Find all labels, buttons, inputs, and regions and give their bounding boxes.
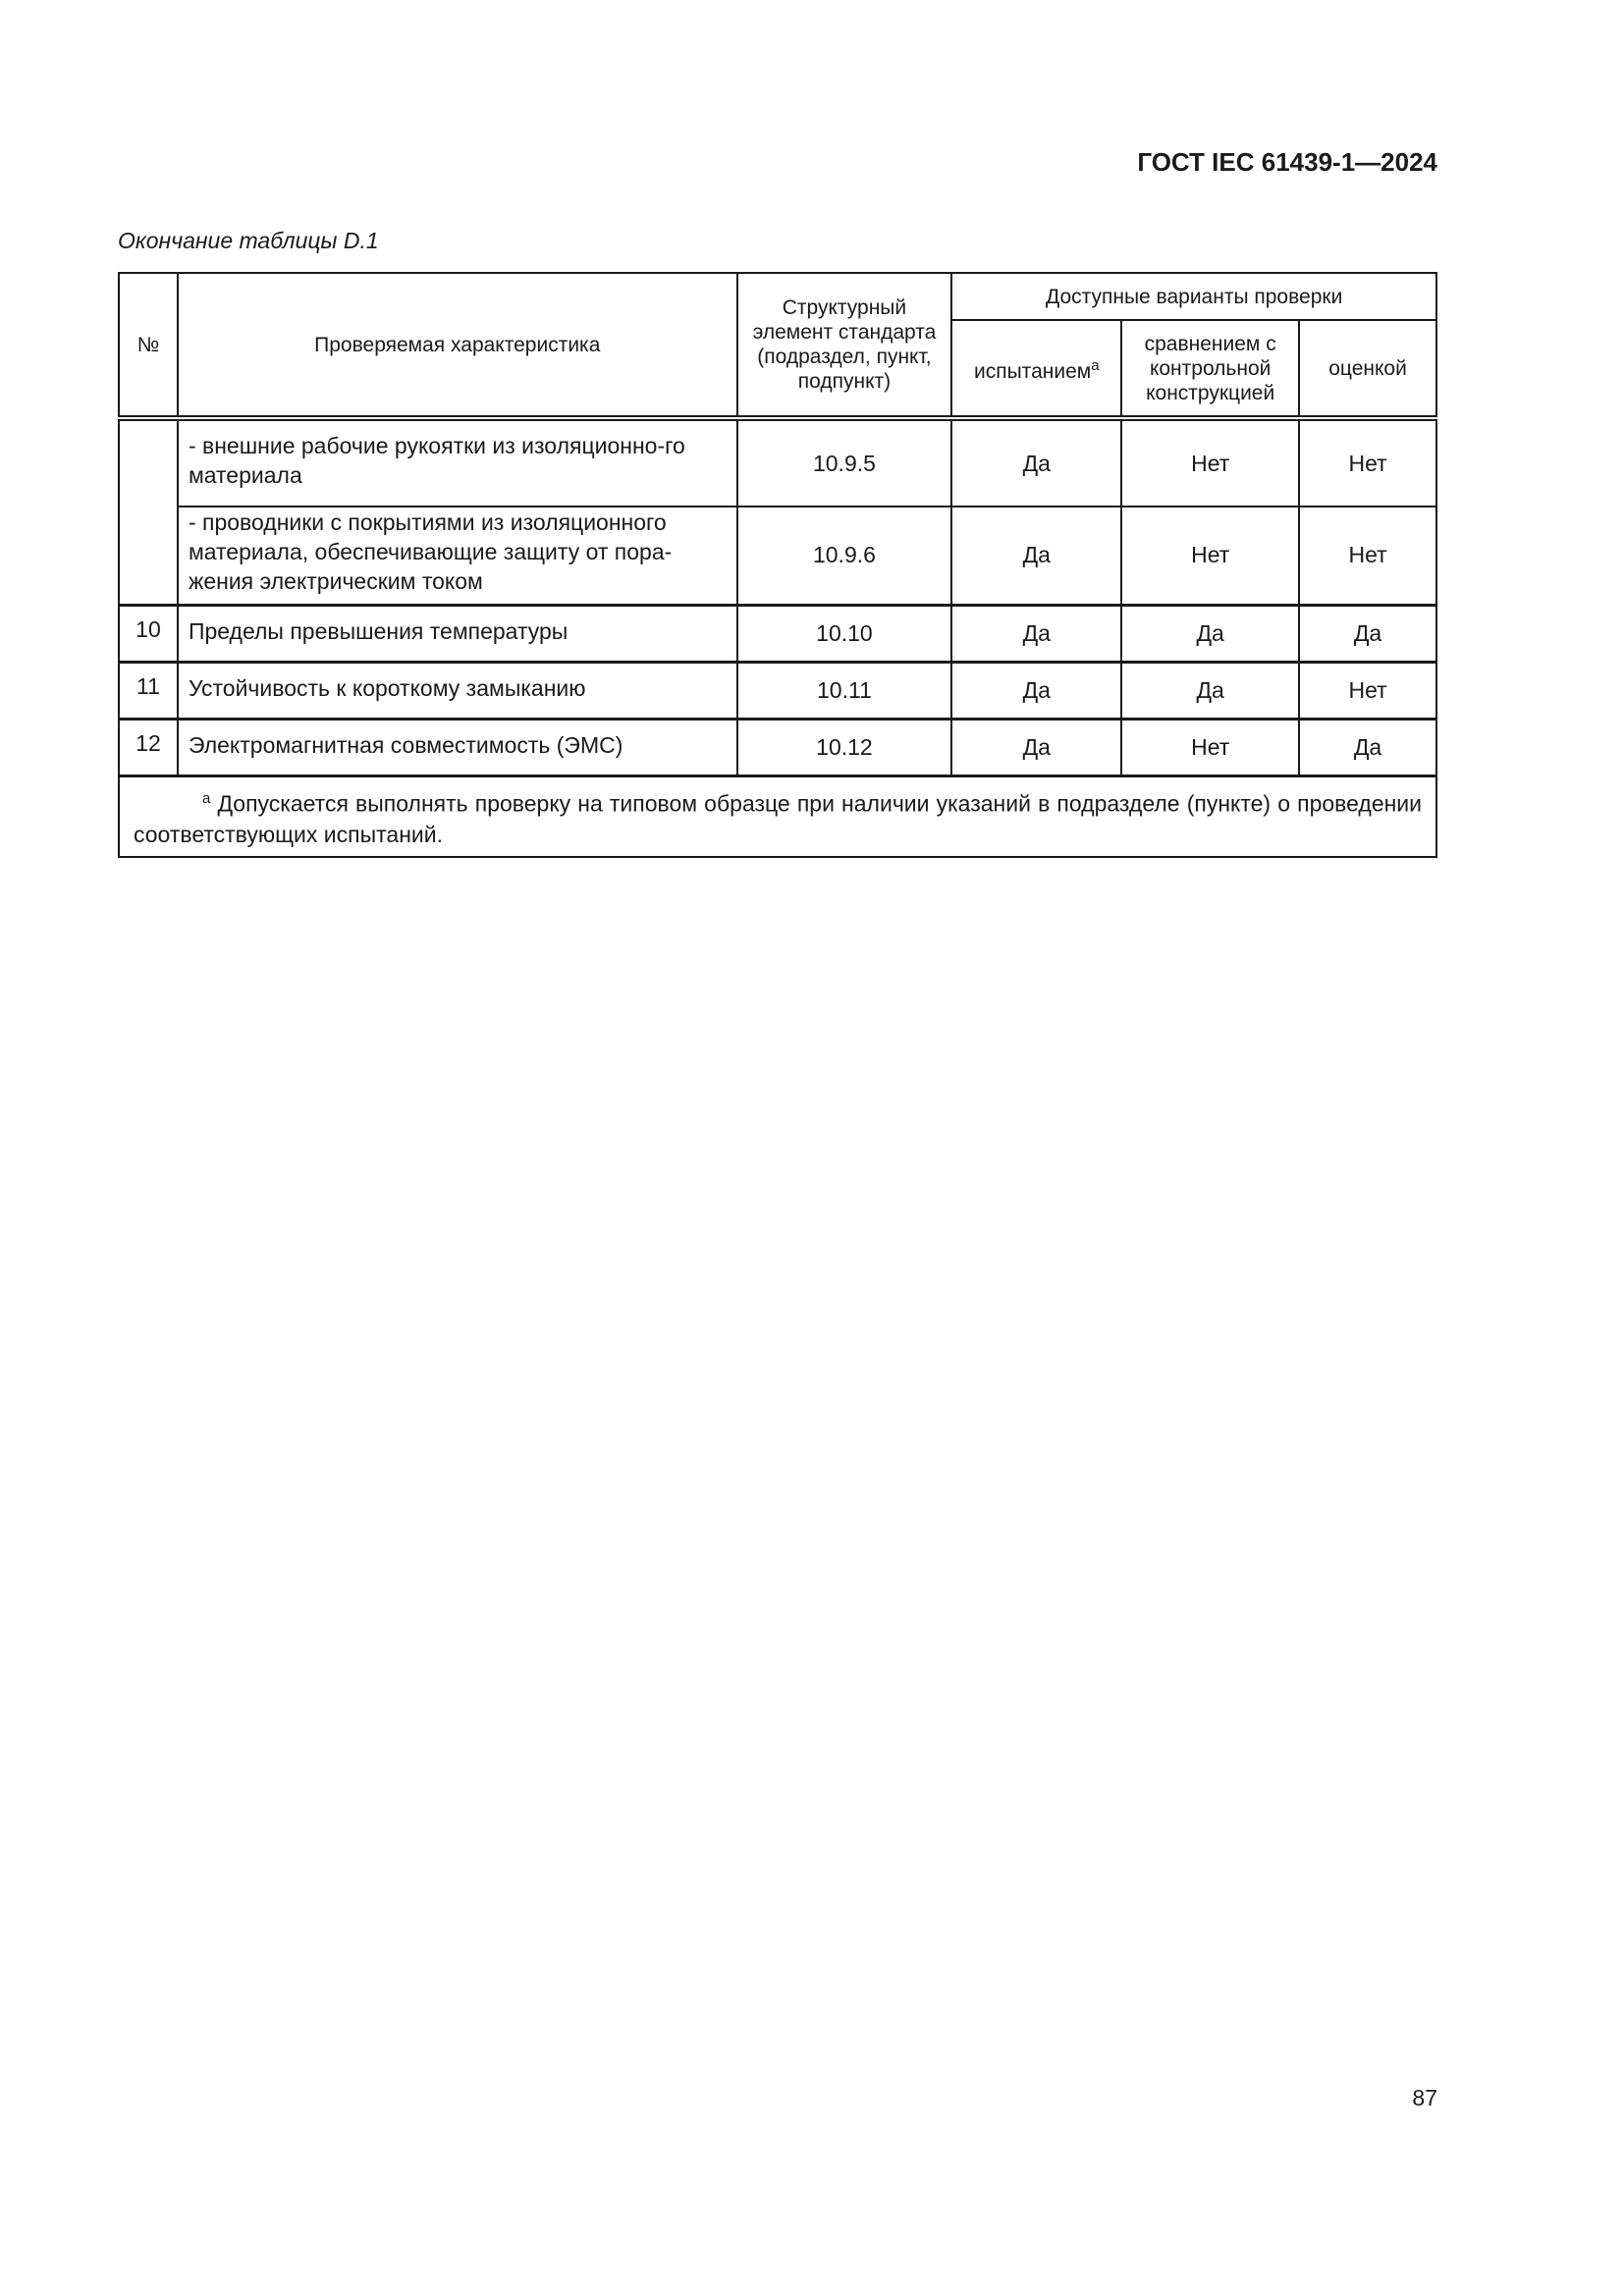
row-assess: Да (1298, 717, 1437, 776)
row-clause: 10.11 (735, 660, 953, 720)
row-no (118, 415, 179, 606)
row-no: 12 (118, 717, 179, 776)
row-no: 10 (118, 603, 179, 663)
row-text: Пределы превышения температуры (176, 603, 738, 663)
row-compare: Нет (1120, 507, 1301, 606)
table-row: - внешние рабочие рукоятки из изоляционн… (118, 415, 1437, 606)
table-d1: № Проверяемая характеристика Структурный… (118, 272, 1437, 859)
row-text: - внешние рабочие рукоятки из изоляционн… (176, 415, 738, 507)
row-text: Устойчивость к короткому замыканию (176, 660, 738, 720)
header-element: Структурный элемент стандарта (подраздел… (735, 272, 953, 419)
header-assess: оценкой (1298, 319, 1437, 419)
row-assess: Нет (1298, 660, 1437, 720)
header-test: испытаниемa (950, 319, 1123, 419)
row-assess: Да (1298, 603, 1437, 663)
row-assess: Нет (1298, 415, 1437, 507)
table-caption: Окончание таблицы D.1 (118, 228, 379, 253)
footnote-text: Допускается выполнять проверку на типово… (134, 790, 1423, 848)
row-test: Да (950, 415, 1123, 507)
row-compare: Да (1120, 660, 1301, 720)
row-clause: 10.12 (735, 717, 953, 776)
table-row: 10 Пределы превышения температуры 10.10 … (118, 603, 1437, 663)
row-assess: Нет (1298, 507, 1437, 606)
row-text: - проводники с покрытиями из изоляционно… (176, 507, 738, 606)
row-test: Да (950, 603, 1123, 663)
footnote-mark: a (202, 789, 211, 807)
row-clause: 10.9.5 (735, 415, 953, 507)
header-no: № (118, 272, 179, 419)
table-row: 12 Электромагнитная совместимость (ЭМС) … (118, 717, 1437, 776)
row-test: Да (950, 717, 1123, 776)
page-number: 87 (1412, 2085, 1437, 2110)
row-test: Да (950, 660, 1123, 720)
row-no: 11 (118, 660, 179, 720)
header-characteristic: Проверяемая характеристика (176, 272, 738, 419)
row-compare: Нет (1120, 415, 1301, 507)
document-id: ГОСТ IEC 61439-1—2024 (1137, 147, 1437, 177)
row-test: Да (950, 507, 1123, 606)
table-footnote: a Допускается выполнять проверку на типо… (118, 774, 1437, 859)
row-compare: Нет (1120, 717, 1301, 776)
header-compare: сравнением с контрольной конструкцией (1120, 319, 1301, 419)
row-clause: 10.9.6 (735, 507, 953, 606)
header-variants: Доступные варианты проверки (950, 272, 1437, 321)
row-compare: Да (1120, 603, 1301, 663)
table-row: - проводники с покрытиями из изоляционно… (119, 507, 1437, 606)
row-clause: 10.10 (735, 603, 953, 663)
table-row: 11 Устойчивость к короткому замыканию 10… (118, 660, 1437, 720)
row-text: Электромагнитная совместимость (ЭМС) (176, 717, 738, 776)
